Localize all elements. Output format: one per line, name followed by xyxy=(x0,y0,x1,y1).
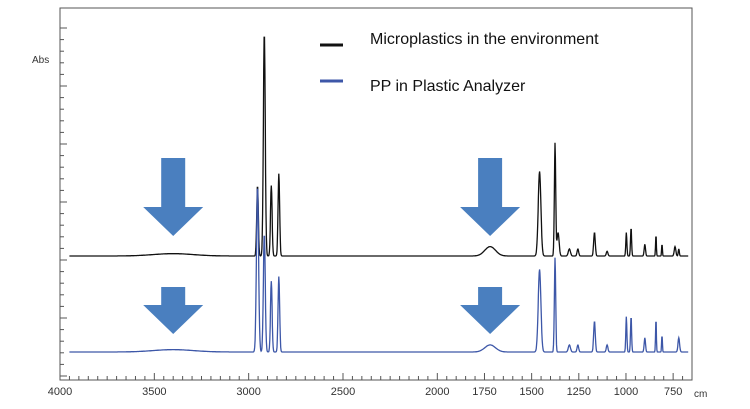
x-tick-label: 1250 xyxy=(567,386,591,398)
x-tick-label: 750 xyxy=(664,386,682,398)
x-axis-unit: cm xyxy=(694,389,707,400)
plot-frame xyxy=(59,7,693,381)
x-tick-label: 1750 xyxy=(472,386,496,398)
series-line-analyzer xyxy=(69,188,689,353)
x-tick-label: 4000 xyxy=(48,386,72,398)
down-arrow-icon xyxy=(460,158,521,236)
down-arrow-icon xyxy=(460,287,521,334)
y-axis-ticks xyxy=(60,27,67,377)
down-arrow-icon xyxy=(143,287,204,334)
x-tick-label: 2500 xyxy=(331,386,355,398)
y-axis-label: Abs xyxy=(32,55,49,66)
legend: Microplastics in the environment PP in P… xyxy=(320,31,599,95)
down-arrow-icon xyxy=(143,158,204,236)
x-tick-label: 3000 xyxy=(236,386,260,398)
legend-label-environment: Microplastics in the environment xyxy=(370,31,599,48)
series-line-environment xyxy=(69,36,689,257)
x-tick-label: 1000 xyxy=(614,386,638,398)
x-tick-label: 3500 xyxy=(142,386,166,398)
annotation-arrows xyxy=(143,158,521,334)
x-tick-label: 1500 xyxy=(519,386,543,398)
series-lines xyxy=(69,36,689,353)
legend-label-analyzer: PP in Plastic Analyzer xyxy=(370,78,526,95)
x-tick-label: 2000 xyxy=(425,386,449,398)
x-axis-ticks: 4000 3500 3000 2500 2000 1750 1500 1250 1000 750 xyxy=(48,373,684,398)
